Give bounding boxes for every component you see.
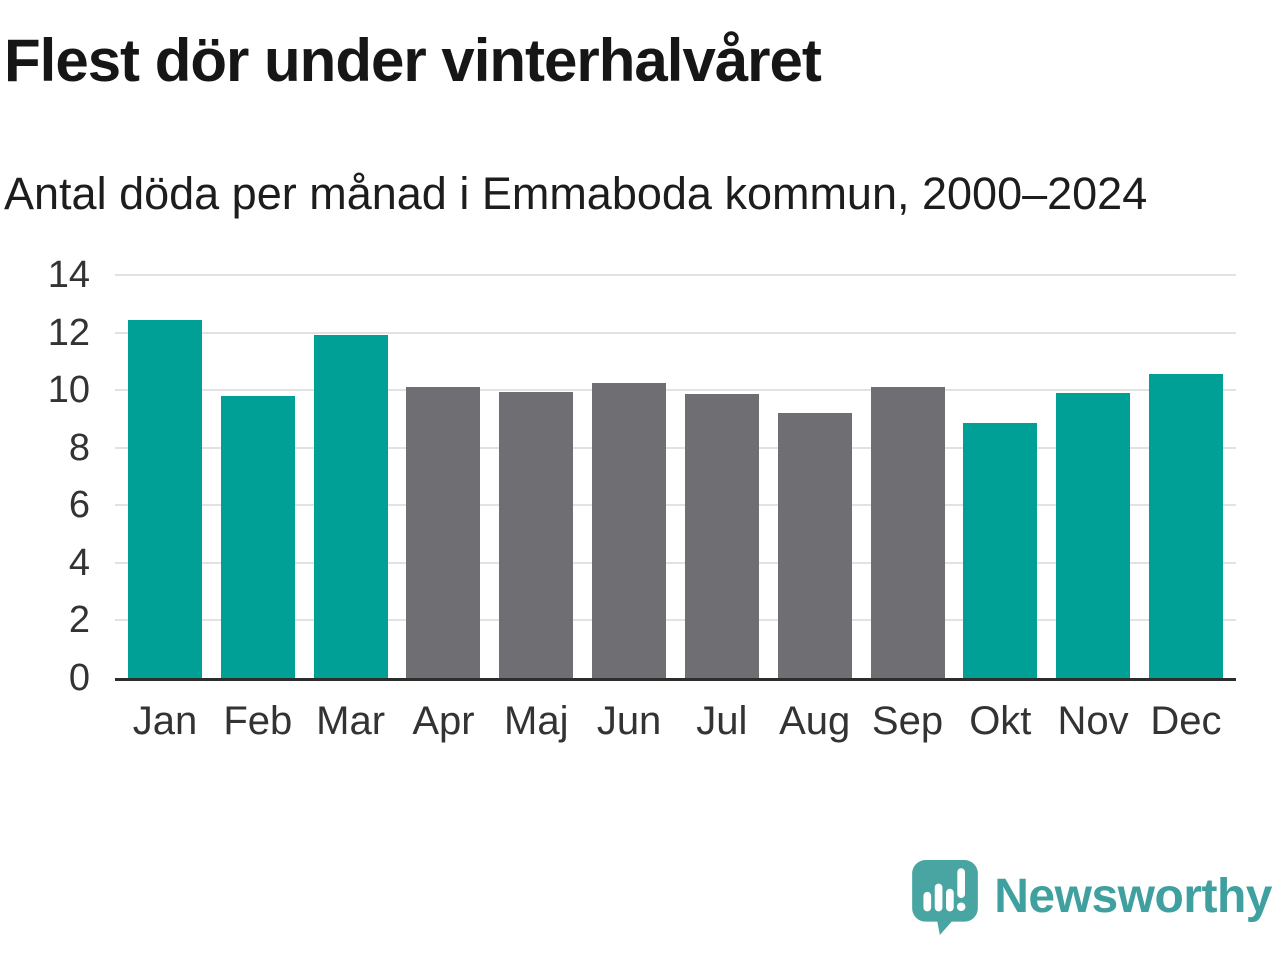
bar-apr xyxy=(406,387,481,678)
y-tick-label-8: 8 xyxy=(68,426,90,469)
logo-bar-1 xyxy=(923,891,932,912)
y-axis: 0 2 4 6 8 10 12 14 xyxy=(0,256,90,697)
x-slot-dec: Dec xyxy=(1149,698,1223,744)
gridline-2 xyxy=(115,619,1236,622)
x-axis: Jan Feb Mar Apr Maj Jun Jul Aug Sep Okt Nov Dec xyxy=(115,698,1236,744)
speech-bubble-chart-icon xyxy=(912,860,979,935)
x-slot-sep: Sep xyxy=(871,698,945,744)
bar-aug xyxy=(777,413,852,678)
x-tick-label-dec: Dec xyxy=(1150,699,1222,743)
bar-maj xyxy=(499,391,574,678)
x-slot-apr: Apr xyxy=(406,698,480,744)
x-slot-jun: Jun xyxy=(592,698,666,744)
bar-mar xyxy=(313,335,388,678)
x-tick-label-jan: Jan xyxy=(132,699,198,743)
logo-bar-3 xyxy=(946,888,954,912)
logo-exclamation-bar xyxy=(957,868,966,899)
bar-okt xyxy=(963,423,1038,678)
x-tick-label-apr: Apr xyxy=(412,699,475,743)
y-tick-label-6: 6 xyxy=(68,484,90,527)
x-tick-label-jul: Jul xyxy=(696,699,748,743)
x-tick-label-mar: Mar xyxy=(316,699,386,743)
bar-jul xyxy=(684,394,759,678)
gridline-14 xyxy=(115,274,1236,276)
gridline-6 xyxy=(115,504,1236,507)
y-tick-label-2: 2 xyxy=(68,599,90,642)
chart-subtitle: Antal döda per månad i Emmaboda kommun, … xyxy=(4,168,1148,219)
x-tick-label-sep: Sep xyxy=(871,699,944,743)
bar-feb xyxy=(220,395,295,678)
logo-exclamation-dot xyxy=(957,902,966,912)
x-slot-aug: Aug xyxy=(778,698,852,744)
x-tick-label-jun: Jun xyxy=(596,699,662,743)
logo-bar-2 xyxy=(935,883,943,912)
x-tick-label-aug: Aug xyxy=(779,699,851,743)
y-tick-label-14: 14 xyxy=(47,254,90,296)
gridline-10 xyxy=(115,389,1236,392)
speech-bubble-shape xyxy=(912,860,979,935)
x-tick-label-okt: Okt xyxy=(969,699,1032,743)
x-slot-jul: Jul xyxy=(685,698,759,744)
bar-dec xyxy=(1148,374,1223,678)
x-slot-okt: Okt xyxy=(963,698,1037,744)
bar-nov xyxy=(1056,393,1131,678)
bar-sep xyxy=(870,387,945,678)
y-tick-label-12: 12 xyxy=(47,311,90,354)
brand-name: Newsworthy xyxy=(994,870,1272,923)
newsworthy-logo: Newsworthy xyxy=(908,858,1272,936)
x-slot-nov: Nov xyxy=(1056,698,1130,744)
x-tick-label-nov: Nov xyxy=(1057,699,1129,743)
bar-jan xyxy=(128,319,202,678)
x-slot-feb: Feb xyxy=(221,698,295,744)
x-tick-label-feb: Feb xyxy=(223,699,293,743)
x-tick-label-maj: Maj xyxy=(504,699,569,743)
x-slot-jan: Jan xyxy=(128,698,202,744)
gridline-8 xyxy=(115,446,1236,449)
gridline-12 xyxy=(115,331,1236,334)
x-slot-maj: Maj xyxy=(499,698,573,744)
bar-jun xyxy=(592,382,667,678)
chart-title: Flest dör under vinterhalvåret xyxy=(4,27,822,94)
gridline-4 xyxy=(115,561,1236,564)
y-tick-label-4: 4 xyxy=(68,541,90,584)
y-tick-label-10: 10 xyxy=(47,369,90,412)
x-slot-mar: Mar xyxy=(314,698,388,744)
bars-layer xyxy=(115,275,1236,678)
plot-area xyxy=(115,274,1236,681)
y-tick-label-0: 0 xyxy=(68,657,90,699)
